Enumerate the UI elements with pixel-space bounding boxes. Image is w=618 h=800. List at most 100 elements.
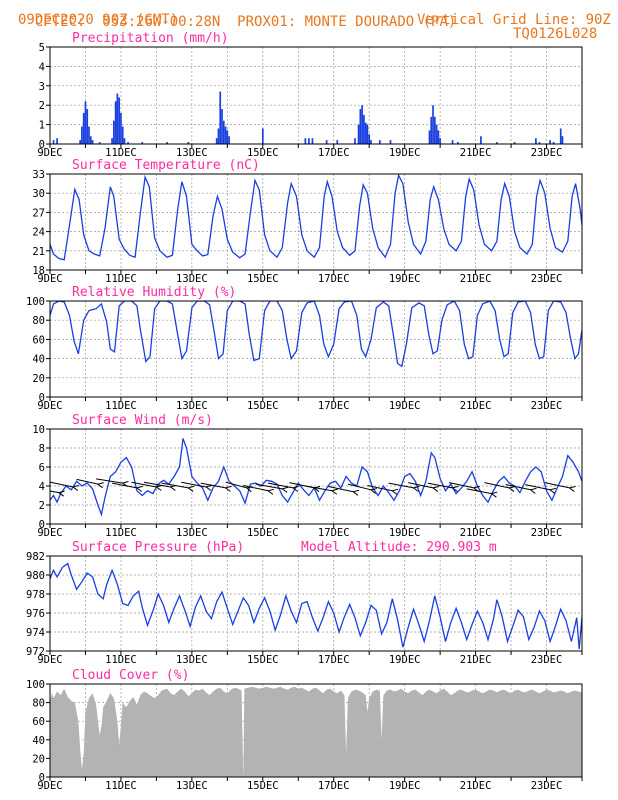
- y-tick-label: 1: [39, 120, 45, 132]
- wind-arrow-head: [391, 488, 399, 495]
- cloud-area: [50, 686, 582, 777]
- x-tick-label: 23DEC: [531, 527, 563, 539]
- y-tick-label: 5: [39, 42, 45, 54]
- header-coords: 053:26W-00:28N: [102, 14, 221, 30]
- precip-bar: [219, 91, 222, 144]
- x-tick-label: 19DEC: [389, 400, 421, 412]
- precip-bar: [114, 101, 117, 144]
- y-tick-label: 80: [32, 698, 45, 710]
- x-tick-label: 21DEC: [460, 654, 492, 666]
- precip-bar: [304, 138, 307, 144]
- panel-frame: [49, 173, 583, 271]
- series-line: [50, 301, 582, 368]
- wind-arrow-head: [266, 488, 275, 495]
- precip-bar: [86, 109, 89, 144]
- x-tick-label: 19DEC: [389, 780, 421, 792]
- y-tick-label: 3: [39, 81, 45, 93]
- y-tick-label: 27: [32, 207, 45, 219]
- x-tick-label: 17DEC: [318, 780, 350, 792]
- x-tick-label: 15DEC: [247, 147, 279, 159]
- x-tick-label: 19DEC: [389, 273, 421, 285]
- header-line-1: CPTEC: 053:26W-00:28N PROX01: MONTE DOUR…: [18, 0, 456, 30]
- y-tick-label: 4: [39, 481, 45, 493]
- precip-bar: [52, 140, 55, 144]
- x-tick-label: 17DEC: [318, 400, 350, 412]
- precip-bar: [311, 138, 314, 144]
- wind-arrow-head: [529, 487, 537, 494]
- x-tick-label: 9DEC: [37, 400, 62, 412]
- precip-bar: [120, 112, 122, 144]
- y-tick-label: 972: [26, 646, 45, 658]
- precip-bar: [215, 138, 218, 144]
- x-tick-label: 9DEC: [37, 527, 62, 539]
- precip-bar: [430, 116, 433, 144]
- y-tick-label: 0: [39, 139, 45, 151]
- precip-bar: [389, 140, 392, 144]
- wind-arrow: [525, 484, 551, 491]
- wind-arrow: [50, 481, 74, 488]
- y-tick-label: 80: [32, 315, 45, 327]
- y-tick-label: 33: [32, 169, 45, 181]
- precip-bar: [56, 138, 58, 144]
- x-tick-label: 15DEC: [247, 654, 279, 666]
- y-tick-label: 976: [26, 608, 45, 620]
- x-tick-label: 19DEC: [389, 527, 421, 539]
- precip-bar: [116, 93, 119, 144]
- wind-arrow-head: [281, 486, 289, 493]
- x-tick-label: 15DEC: [247, 400, 279, 412]
- precip-bar: [457, 142, 459, 144]
- precip-bar: [496, 142, 498, 144]
- panel-frame: [49, 46, 583, 145]
- precip-bar: [89, 136, 92, 144]
- wind-arrow: [96, 478, 123, 484]
- x-tick-label: 11DEC: [105, 527, 137, 539]
- precip-bar: [121, 126, 124, 144]
- wind-arrow: [50, 490, 59, 494]
- x-tick-label: 13DEC: [176, 527, 208, 539]
- precip-bar: [378, 140, 381, 144]
- precip-bar: [559, 128, 562, 144]
- wind-arrow: [388, 482, 414, 489]
- x-tick-label: 11DEC: [105, 147, 137, 159]
- x-tick-label: 13DEC: [176, 654, 208, 666]
- panel-annotation: Model Altitude: 290.903 m: [301, 540, 497, 555]
- wind-arrow: [408, 482, 434, 489]
- precip-bar: [513, 142, 516, 144]
- header-source: CPTEC:: [34, 14, 86, 30]
- plot-area: [50, 174, 582, 261]
- wind-arrow-head: [224, 485, 232, 492]
- y-tick-label: 6: [39, 462, 45, 474]
- x-tick-label: 9DEC: [37, 147, 62, 159]
- y-tick-label: 8: [39, 443, 45, 455]
- x-tick-label: 11DEC: [105, 273, 137, 285]
- precip-bar: [111, 138, 113, 144]
- wind-arrow-head: [431, 485, 439, 492]
- wind-arrow: [161, 482, 189, 489]
- precip-bar: [84, 101, 87, 144]
- wind-arrow: [225, 481, 247, 489]
- panel-title: Surface Wind (m/s): [72, 413, 213, 428]
- wind-arrow-head: [451, 485, 459, 492]
- panel-frame: [49, 683, 583, 778]
- precip-bar: [118, 97, 121, 144]
- x-tick-label: 21DEC: [460, 400, 492, 412]
- series-line: [50, 562, 582, 650]
- precip-bar: [261, 128, 264, 144]
- series-line: [50, 438, 582, 517]
- y-tick-label: 0: [39, 519, 45, 531]
- x-tick-label: 17DEC: [318, 527, 350, 539]
- precip-bar: [480, 136, 482, 144]
- panel-frame: [49, 555, 583, 652]
- x-tick-label: 17DEC: [318, 273, 350, 285]
- wind-arrow-head: [352, 489, 360, 496]
- precip-bar: [82, 112, 85, 144]
- y-tick-label: 21: [32, 246, 45, 258]
- precip-bar: [79, 140, 81, 144]
- panel-humidity: 0 20 40 60 80 100 9DEC 11DEC 13DEC 15DEC 17DEC 19DE…: [26, 285, 583, 412]
- wind-arrow: [505, 484, 531, 491]
- x-tick-label: 23DEC: [531, 273, 563, 285]
- precip-bar: [535, 138, 537, 144]
- precip-bar: [217, 128, 220, 144]
- wind-arrow-head: [96, 482, 104, 489]
